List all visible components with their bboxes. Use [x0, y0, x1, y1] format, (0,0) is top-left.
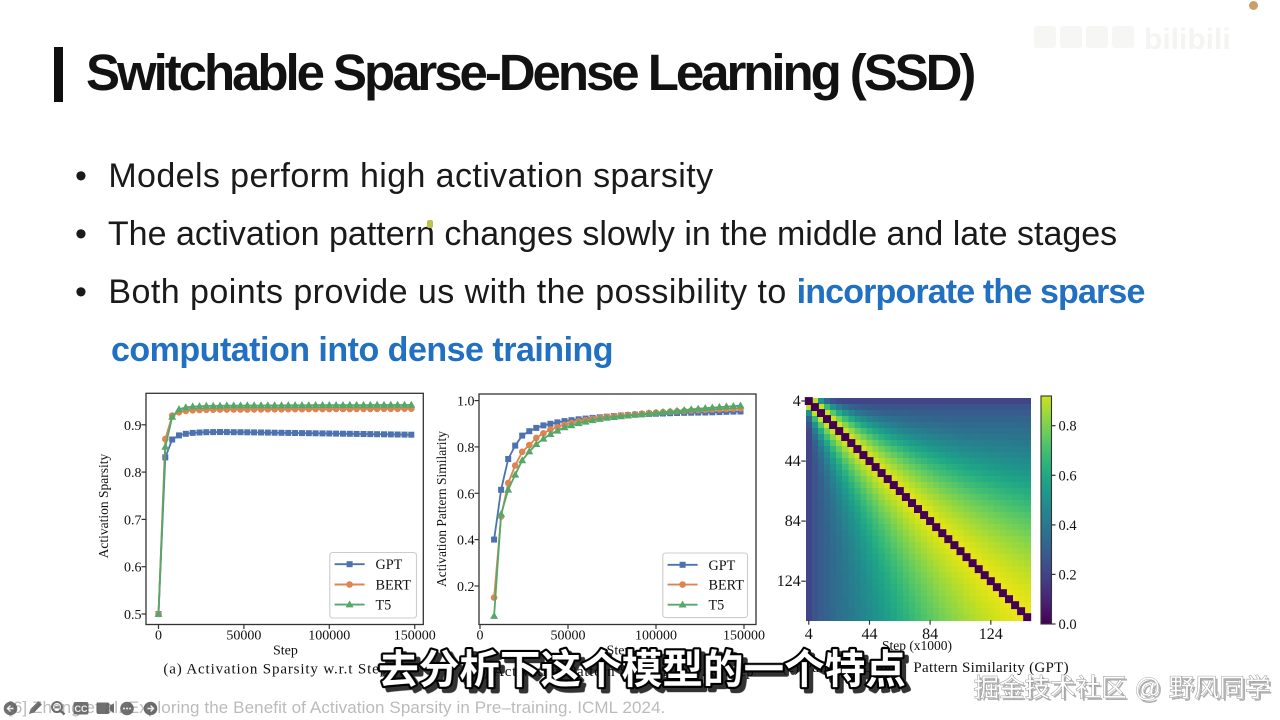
- svg-text:84: 84: [785, 513, 801, 530]
- svg-text:0.4: 0.4: [1059, 518, 1078, 534]
- svg-text:0.5: 0.5: [124, 608, 142, 623]
- svg-text:@: @: [1137, 675, 1163, 705]
- svg-text:0: 0: [155, 629, 162, 644]
- svg-text:T5: T5: [376, 598, 392, 614]
- svg-text:1.0: 1.0: [457, 395, 475, 410]
- svg-text:124: 124: [979, 626, 1003, 643]
- svg-text:0.6: 0.6: [1059, 468, 1077, 484]
- svg-text:0.6: 0.6: [457, 487, 475, 502]
- svg-text:Pattern Similarity (GPT): Pattern Similarity (GPT): [913, 660, 1069, 676]
- svg-text:0.2: 0.2: [1059, 567, 1077, 583]
- svg-text:0.8: 0.8: [1059, 419, 1077, 435]
- svg-text:GPT: GPT: [376, 557, 403, 573]
- svg-text:BERT: BERT: [709, 578, 745, 594]
- svg-text:0.7: 0.7: [124, 513, 142, 528]
- svg-text:BERT: BERT: [376, 578, 412, 594]
- svg-text:(a) Activation Sparsity w.r.t: (a) Activation Sparsity w.r.t Step: [163, 662, 388, 678]
- svg-text:Activation Sparsity: Activation Sparsity: [96, 453, 111, 558]
- svg-text:0.9: 0.9: [124, 419, 142, 434]
- svg-text:0.4: 0.4: [457, 534, 475, 549]
- svg-text:Step: Step: [273, 644, 298, 659]
- svg-text:T5: T5: [709, 598, 725, 614]
- svg-text:44: 44: [785, 453, 801, 470]
- svg-text:100000: 100000: [308, 629, 350, 644]
- svg-text:0.8: 0.8: [124, 466, 142, 481]
- svg-text:Activation Pattern Similarity: Activation Pattern Similarity: [434, 431, 449, 587]
- svg-text:0.6: 0.6: [124, 561, 142, 576]
- svg-text:4: 4: [793, 393, 801, 410]
- svg-text:bilibili: bilibili: [1144, 23, 1231, 56]
- svg-text:100000: 100000: [635, 629, 677, 644]
- svg-text:4: 4: [805, 626, 813, 643]
- svg-text:0.0: 0.0: [1059, 617, 1077, 633]
- svg-text:Step (x1000): Step (x1000): [882, 638, 952, 653]
- svg-text:150000: 150000: [394, 629, 436, 644]
- svg-text:124: 124: [777, 573, 801, 590]
- svg-text:GPT: GPT: [709, 558, 736, 574]
- svg-text:150000: 150000: [723, 629, 765, 644]
- svg-text:50000: 50000: [226, 629, 261, 644]
- svg-text:44: 44: [862, 626, 878, 643]
- svg-text:84: 84: [922, 626, 938, 643]
- svg-text:@: @: [1135, 673, 1161, 703]
- svg-text:0.8: 0.8: [457, 441, 475, 456]
- svg-text:0.2: 0.2: [457, 580, 475, 595]
- svg-text:50000: 50000: [551, 629, 586, 644]
- svg-text:0: 0: [477, 629, 484, 644]
- svg-text:CC: CC: [75, 704, 88, 714]
